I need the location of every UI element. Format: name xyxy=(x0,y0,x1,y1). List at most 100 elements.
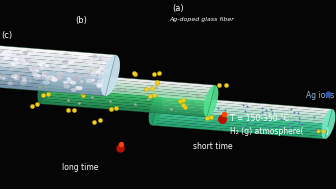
Circle shape xyxy=(80,82,83,84)
Text: Ag-doped glass fiber: Ag-doped glass fiber xyxy=(169,17,234,22)
Circle shape xyxy=(56,75,61,78)
Circle shape xyxy=(8,82,13,84)
Circle shape xyxy=(66,57,68,58)
Text: T = 150-350 °C: T = 150-350 °C xyxy=(230,114,289,123)
Polygon shape xyxy=(0,64,111,79)
Circle shape xyxy=(83,61,86,62)
Circle shape xyxy=(22,77,26,79)
Circle shape xyxy=(23,62,28,65)
Polygon shape xyxy=(0,75,108,89)
Circle shape xyxy=(57,72,61,74)
Circle shape xyxy=(40,77,45,80)
Circle shape xyxy=(73,76,78,80)
Circle shape xyxy=(21,81,26,84)
Circle shape xyxy=(103,69,108,72)
Polygon shape xyxy=(0,82,106,96)
Polygon shape xyxy=(47,75,214,91)
Circle shape xyxy=(48,76,54,79)
Text: ): ) xyxy=(325,127,328,136)
Circle shape xyxy=(84,74,87,76)
Circle shape xyxy=(101,57,105,59)
Circle shape xyxy=(48,78,53,81)
Circle shape xyxy=(6,52,12,55)
Circle shape xyxy=(79,57,84,59)
Circle shape xyxy=(40,66,44,69)
Polygon shape xyxy=(158,100,331,116)
Circle shape xyxy=(76,86,78,88)
Circle shape xyxy=(17,77,19,78)
Circle shape xyxy=(16,54,19,55)
Circle shape xyxy=(55,67,59,69)
Circle shape xyxy=(90,67,92,69)
Circle shape xyxy=(57,75,63,79)
Polygon shape xyxy=(0,51,114,65)
Circle shape xyxy=(82,56,88,59)
Circle shape xyxy=(71,81,76,84)
Circle shape xyxy=(2,53,4,54)
Circle shape xyxy=(2,75,8,78)
Polygon shape xyxy=(158,98,332,114)
Polygon shape xyxy=(156,105,330,122)
Circle shape xyxy=(91,60,95,62)
Circle shape xyxy=(67,80,72,83)
Circle shape xyxy=(81,81,83,82)
Circle shape xyxy=(42,75,46,78)
Polygon shape xyxy=(41,101,208,117)
Circle shape xyxy=(88,58,92,60)
Circle shape xyxy=(33,74,38,76)
Circle shape xyxy=(97,83,101,86)
Polygon shape xyxy=(156,108,329,124)
Circle shape xyxy=(2,77,5,79)
Polygon shape xyxy=(37,72,52,104)
Circle shape xyxy=(22,55,25,57)
Polygon shape xyxy=(154,113,328,129)
Polygon shape xyxy=(153,120,326,136)
Polygon shape xyxy=(154,115,327,132)
Polygon shape xyxy=(46,80,213,96)
Polygon shape xyxy=(0,44,116,58)
Circle shape xyxy=(77,76,81,78)
Text: short time: short time xyxy=(193,142,233,151)
Circle shape xyxy=(52,78,57,81)
Circle shape xyxy=(24,67,29,70)
Circle shape xyxy=(78,77,81,78)
Circle shape xyxy=(43,64,47,67)
Polygon shape xyxy=(322,109,335,139)
Circle shape xyxy=(15,62,18,64)
Text: (a): (a) xyxy=(172,4,184,13)
Circle shape xyxy=(78,54,82,57)
Circle shape xyxy=(59,73,64,75)
Polygon shape xyxy=(204,85,218,117)
Circle shape xyxy=(11,75,17,78)
Circle shape xyxy=(0,49,3,52)
Circle shape xyxy=(47,66,50,67)
Text: long time: long time xyxy=(62,163,99,172)
Circle shape xyxy=(97,86,101,88)
Circle shape xyxy=(87,79,92,82)
Polygon shape xyxy=(44,88,211,104)
Circle shape xyxy=(55,56,59,58)
Polygon shape xyxy=(48,72,215,88)
Circle shape xyxy=(96,83,99,84)
Circle shape xyxy=(77,87,82,90)
Polygon shape xyxy=(153,118,327,134)
Circle shape xyxy=(98,56,104,60)
Circle shape xyxy=(64,82,67,83)
Circle shape xyxy=(15,74,20,76)
Circle shape xyxy=(14,76,19,79)
Text: Ag ions: Ag ions xyxy=(306,91,334,100)
Polygon shape xyxy=(0,61,111,75)
Circle shape xyxy=(51,77,56,81)
Text: H₂ (g) atmosphere(: H₂ (g) atmosphere( xyxy=(230,127,304,136)
Polygon shape xyxy=(0,68,110,82)
Circle shape xyxy=(23,79,27,81)
Circle shape xyxy=(14,59,19,62)
Circle shape xyxy=(2,53,6,55)
Circle shape xyxy=(62,60,68,63)
Circle shape xyxy=(47,77,50,78)
Polygon shape xyxy=(0,58,112,72)
Polygon shape xyxy=(0,47,115,62)
Circle shape xyxy=(37,75,40,77)
Circle shape xyxy=(61,65,66,67)
Circle shape xyxy=(65,53,67,54)
